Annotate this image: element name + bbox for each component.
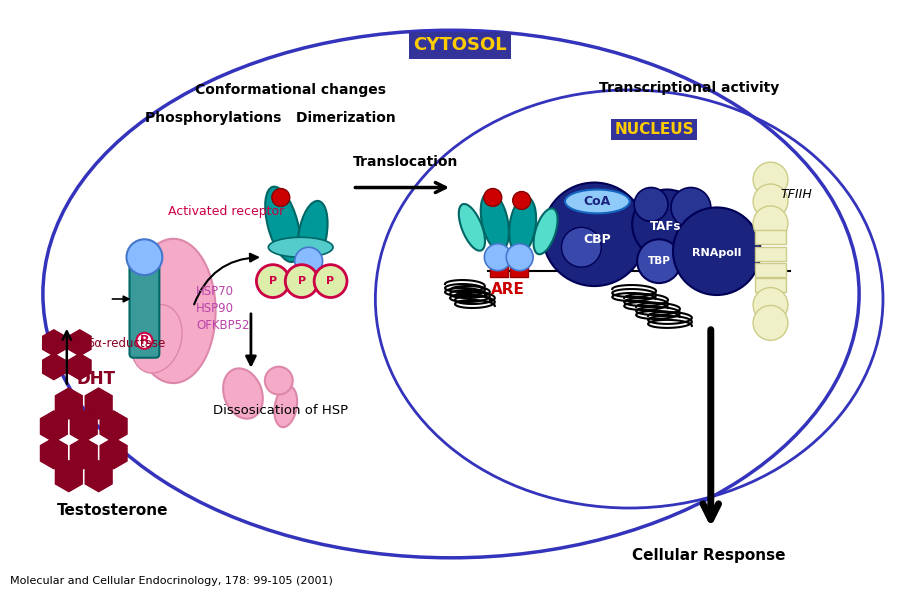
Text: R: R <box>140 334 149 347</box>
Circle shape <box>484 244 511 271</box>
Ellipse shape <box>534 208 557 254</box>
Circle shape <box>285 265 318 298</box>
Circle shape <box>272 189 290 207</box>
Circle shape <box>637 239 681 283</box>
Polygon shape <box>55 388 82 419</box>
Ellipse shape <box>223 368 262 419</box>
Text: TFIIH: TFIIH <box>780 188 812 201</box>
Ellipse shape <box>131 304 182 373</box>
Text: Testosterone: Testosterone <box>57 503 169 518</box>
Text: P: P <box>327 276 335 286</box>
Text: Conformational changes: Conformational changes <box>195 83 386 97</box>
Circle shape <box>753 162 788 197</box>
Text: CBP: CBP <box>584 233 612 246</box>
Circle shape <box>671 187 711 228</box>
Circle shape <box>753 288 788 322</box>
Circle shape <box>265 367 293 395</box>
Text: TBP: TBP <box>648 256 670 266</box>
Bar <box>755 278 787 292</box>
Circle shape <box>314 265 347 298</box>
Circle shape <box>512 192 530 210</box>
Circle shape <box>634 187 668 222</box>
Ellipse shape <box>274 386 297 427</box>
Circle shape <box>295 247 323 275</box>
Circle shape <box>256 265 290 298</box>
Text: P: P <box>269 276 277 286</box>
Polygon shape <box>100 411 127 442</box>
Text: Activated receptor: Activated receptor <box>168 205 284 218</box>
Text: Translocation: Translocation <box>353 155 458 169</box>
Circle shape <box>543 183 646 286</box>
Text: Cellular Response: Cellular Response <box>632 548 786 563</box>
Polygon shape <box>55 461 82 492</box>
Polygon shape <box>70 411 97 442</box>
Bar <box>755 247 787 261</box>
Bar <box>755 263 787 277</box>
Ellipse shape <box>459 204 485 251</box>
Circle shape <box>506 244 533 271</box>
Text: HSP70
HSP90
OFKBP52: HSP70 HSP90 OFKBP52 <box>197 286 250 332</box>
Bar <box>510 263 528 277</box>
Polygon shape <box>69 354 91 380</box>
Circle shape <box>753 184 788 219</box>
FancyBboxPatch shape <box>130 260 160 358</box>
Ellipse shape <box>481 192 509 251</box>
Polygon shape <box>42 330 65 356</box>
Text: NUCLEUS: NUCLEUS <box>614 122 694 137</box>
Text: 5α-reductase: 5α-reductase <box>87 337 165 350</box>
Ellipse shape <box>269 237 333 257</box>
Polygon shape <box>86 461 112 492</box>
Polygon shape <box>69 330 91 356</box>
Ellipse shape <box>298 201 327 268</box>
Polygon shape <box>70 438 97 468</box>
Text: Transcriptional activity: Transcriptional activity <box>599 81 779 95</box>
Text: CoA: CoA <box>584 195 611 208</box>
Bar <box>755 231 787 244</box>
Text: ARE: ARE <box>491 282 525 297</box>
Polygon shape <box>41 411 68 442</box>
Bar <box>490 263 508 277</box>
Polygon shape <box>42 354 65 380</box>
Text: Phosphorylations   Dimerization: Phosphorylations Dimerization <box>145 111 396 125</box>
Text: DHT: DHT <box>77 370 115 388</box>
Ellipse shape <box>565 189 630 213</box>
Ellipse shape <box>265 187 300 262</box>
Ellipse shape <box>131 239 216 383</box>
Circle shape <box>561 228 602 267</box>
Polygon shape <box>86 388 112 419</box>
Circle shape <box>753 305 788 340</box>
Text: Dissosication of HSP: Dissosication of HSP <box>213 404 348 417</box>
Polygon shape <box>100 438 127 468</box>
Text: TAFs: TAFs <box>650 220 682 233</box>
Text: CYTOSOL: CYTOSOL <box>413 36 507 54</box>
Circle shape <box>753 206 788 241</box>
Text: Molecular and Cellular Endocrinology, 178: 99-105 (2001): Molecular and Cellular Endocrinology, 17… <box>10 576 333 586</box>
Circle shape <box>483 189 502 207</box>
Text: P: P <box>298 276 306 286</box>
Ellipse shape <box>510 196 536 254</box>
Circle shape <box>126 239 162 275</box>
Text: RNApoll: RNApoll <box>692 248 741 258</box>
Circle shape <box>673 207 760 295</box>
Polygon shape <box>41 438 68 468</box>
Circle shape <box>632 189 702 259</box>
